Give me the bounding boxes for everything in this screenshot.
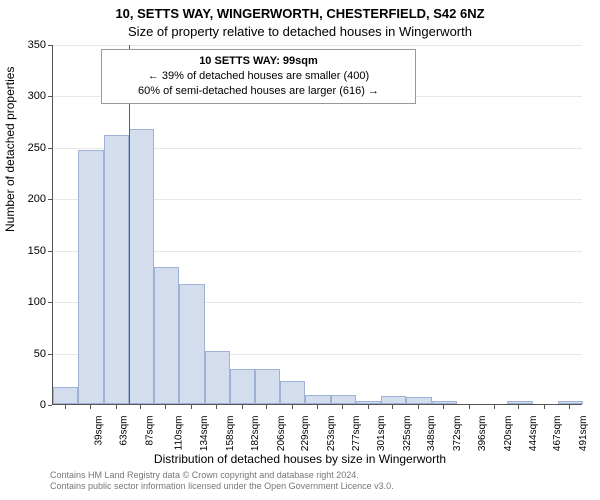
xtick-mark [494,405,495,409]
xtick-mark [65,405,66,409]
xtick-mark [469,405,470,409]
ytick-label: 350 [6,39,46,51]
xtick-mark [569,405,570,409]
ytick-label: 200 [6,193,46,205]
xtick-label: 491sqm [578,416,589,452]
xtick-mark [317,405,318,409]
histogram-bar [507,401,532,404]
annotation-subject: 10 SETTS WAY: 99sqm [112,54,405,69]
ytick-mark [48,148,52,149]
annotation-line-larger: 60% of semi-detached houses are larger (… [112,84,405,99]
xtick-mark [418,405,419,409]
xtick-mark [266,405,267,409]
histogram-bar [129,129,154,404]
histogram-bar [558,401,583,404]
xtick-label: 182sqm [250,416,261,452]
xtick-mark [544,405,545,409]
xtick-label: 206sqm [276,416,287,452]
xtick-mark [292,405,293,409]
ytick-label: 250 [6,142,46,154]
histogram-bar [230,369,255,404]
xtick-label: 134sqm [199,416,210,452]
ytick-label: 300 [6,90,46,102]
xtick-label: 396sqm [477,416,488,452]
histogram-bar [205,351,230,404]
histogram-bar [280,381,305,404]
xtick-label: 110sqm [173,416,184,451]
histogram-bar [255,369,280,404]
xtick-label: 467sqm [552,416,563,452]
xtick-mark [90,405,91,409]
ytick-mark [48,405,52,406]
ytick-label: 0 [6,399,46,411]
histogram-bar [179,284,204,404]
xtick-mark [216,405,217,409]
xtick-label: 444sqm [528,416,539,452]
xtick-mark [242,405,243,409]
chart-title-address: 10, SETTS WAY, WINGERWORTH, CHESTERFIELD… [0,6,600,21]
ytick-mark [48,354,52,355]
ytick-mark [48,251,52,252]
histogram-bar [305,395,330,404]
chart-title-subtitle: Size of property relative to detached ho… [0,24,600,39]
ytick-mark [48,199,52,200]
xtick-label: 87sqm [144,416,155,446]
xtick-label: 158sqm [225,416,236,452]
xtick-label: 229sqm [300,416,311,452]
xtick-label: 277sqm [351,416,362,452]
attribution-text: Contains HM Land Registry data © Crown c… [50,470,394,492]
ytick-mark [48,302,52,303]
attribution-line1: Contains HM Land Registry data © Crown c… [50,470,394,481]
ytick-mark [48,45,52,46]
histogram-bar [154,267,179,404]
ytick-label: 50 [6,348,46,360]
histogram-bar [356,401,381,404]
xtick-mark [518,405,519,409]
histogram-bar [406,397,431,404]
xtick-mark [368,405,369,409]
annotation-box: 10 SETTS WAY: 99sqm ← 39% of detached ho… [101,49,416,104]
chart-container: { "header": { "address_line": "10, SETTS… [0,0,600,500]
xtick-label: 39sqm [93,416,104,446]
xtick-label: 301sqm [377,416,388,452]
ytick-label: 100 [6,296,46,308]
ytick-label: 150 [6,245,46,257]
xtick-mark [140,405,141,409]
histogram-bar [432,401,457,404]
xtick-mark [443,405,444,409]
xtick-label: 372sqm [452,416,463,452]
ytick-mark [48,96,52,97]
xtick-mark [165,405,166,409]
xtick-mark [342,405,343,409]
xtick-label: 63sqm [119,416,130,446]
xtick-mark [392,405,393,409]
xtick-label: 253sqm [326,416,337,452]
histogram-bar [104,135,129,404]
annotation-line-smaller: ← 39% of detached houses are smaller (40… [112,69,405,84]
attribution-line2: Contains public sector information licen… [50,481,394,492]
gridline [53,45,582,46]
histogram-bar [381,396,406,404]
xtick-mark [116,405,117,409]
xtick-label: 325sqm [402,416,413,452]
xtick-label: 420sqm [503,416,514,452]
x-axis-label: Distribution of detached houses by size … [0,452,600,466]
xtick-label: 348sqm [426,416,437,452]
xtick-mark [191,405,192,409]
histogram-bar [53,387,78,404]
histogram-bar [78,150,103,404]
histogram-bar [331,395,356,404]
